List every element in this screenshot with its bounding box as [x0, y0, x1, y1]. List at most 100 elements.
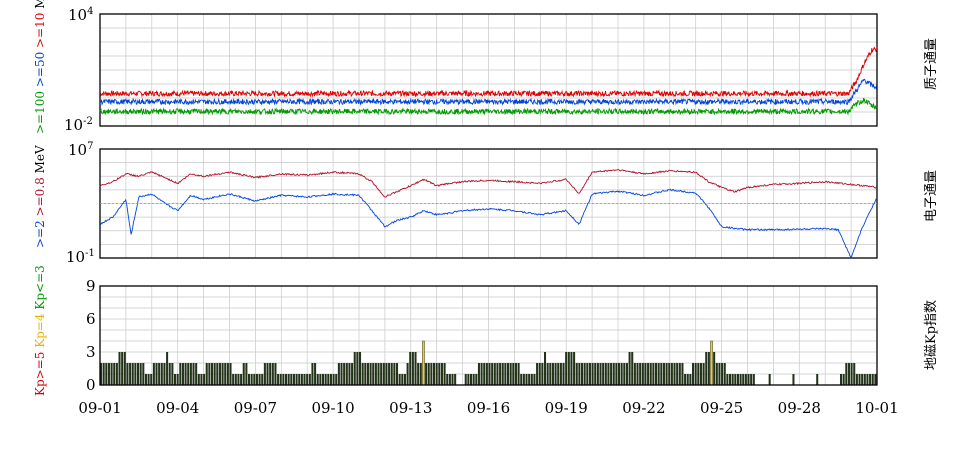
kp-bar — [401, 374, 404, 385]
kp-bar — [425, 363, 428, 385]
x-tick-label: 10-01 — [855, 399, 898, 417]
kp-bar — [203, 374, 206, 385]
kp-bar — [850, 363, 853, 385]
x-tick-label: 09-04 — [156, 399, 199, 417]
kp-bar — [451, 374, 454, 385]
kp-bar — [393, 363, 396, 385]
kp-bar — [530, 374, 533, 385]
kp-bar — [694, 363, 697, 385]
kp-bar — [403, 374, 406, 385]
kp-bar — [137, 363, 140, 385]
kp-bar — [628, 352, 631, 385]
kp-bar — [631, 352, 634, 385]
kp-bar — [544, 352, 547, 385]
kp-bar — [377, 363, 380, 385]
kp-bar — [583, 363, 586, 385]
kp-bar — [163, 363, 166, 385]
kp-bar — [644, 363, 647, 385]
kp-bar — [874, 374, 877, 385]
kp-bar — [229, 363, 232, 385]
electron-flux-series-blue — [99, 188, 877, 260]
kp-bar — [440, 363, 443, 385]
kp-bar — [522, 374, 525, 385]
kp-bar — [448, 374, 451, 385]
kp-bar — [686, 374, 689, 385]
x-tick-label: 09-22 — [622, 399, 665, 417]
kp-bar — [483, 363, 486, 385]
kp-bar — [361, 363, 364, 385]
electron-ytick-top: 107 — [68, 141, 93, 159]
kp-bar — [739, 374, 742, 385]
kp-bar — [599, 363, 602, 385]
kp-bar — [575, 363, 578, 385]
kp-bar — [155, 363, 158, 385]
kp-grid — [100, 286, 877, 385]
kp-bar — [662, 363, 665, 385]
kp-bar — [477, 363, 480, 385]
kp-bar — [488, 363, 491, 385]
kp-bar — [240, 374, 243, 385]
kp-bar — [300, 374, 303, 385]
kp-bar — [316, 374, 319, 385]
kp-bar — [374, 363, 377, 385]
kp-bar — [588, 363, 591, 385]
x-tick-labels: 09-01 09-04 09-07 09-10 09-13 09-16 09-19 09-22… — [78, 399, 898, 417]
kp-bar — [702, 363, 705, 385]
kp-bar — [480, 363, 483, 385]
kp-bar — [792, 374, 795, 385]
kp-bar — [274, 363, 277, 385]
kp-bar — [847, 363, 850, 385]
kp-bar — [565, 352, 568, 385]
proton-side-label: 质子通量 — [924, 38, 939, 90]
kp-bar — [491, 363, 494, 385]
kp-bar — [707, 352, 710, 385]
kp-bar — [285, 374, 288, 385]
kp-bar — [752, 374, 755, 385]
kp-bar — [742, 374, 745, 385]
kp-bar — [446, 374, 449, 385]
kp-bar — [168, 363, 171, 385]
kp-bar — [388, 363, 391, 385]
proton-flux-series-green — [99, 97, 878, 116]
kp-bar — [528, 374, 531, 385]
kp-bars — [100, 340, 877, 386]
kp-ytick-6: 6 — [86, 310, 96, 328]
kp-bar — [636, 363, 639, 385]
kp-bar — [253, 374, 256, 385]
kp-bar — [602, 363, 605, 385]
kp-bar — [557, 363, 560, 385]
kp-bar — [676, 363, 679, 385]
kp-bar — [744, 374, 747, 385]
kp-bar — [472, 374, 475, 385]
kp-bar — [427, 363, 430, 385]
kp-bar — [396, 363, 399, 385]
kp-bar — [641, 363, 644, 385]
kp-bar — [213, 363, 216, 385]
kp-bar — [314, 363, 317, 385]
kp-bar — [311, 363, 314, 385]
kp-bar — [409, 352, 412, 385]
kp-bar — [337, 363, 340, 385]
kp-bar — [863, 374, 866, 385]
kp-ytick-3: 3 — [86, 343, 96, 361]
kp-bar — [248, 374, 251, 385]
kp-bar — [554, 363, 557, 385]
x-tick-label: 09-16 — [467, 399, 510, 417]
kp-bar — [250, 374, 253, 385]
kp-bar — [332, 374, 335, 385]
kp-bar — [290, 374, 293, 385]
kp-bar — [723, 363, 726, 385]
kp-bar — [195, 363, 198, 385]
kp-bar — [604, 363, 607, 385]
kp-bar — [750, 374, 753, 385]
proton-ylabel: >=100 >=50 >=10 MeV — [33, 0, 47, 134]
kp-bar — [718, 363, 721, 385]
kp-bar — [271, 363, 274, 385]
kp-bar — [514, 363, 517, 385]
kp-bar — [261, 374, 264, 385]
kp-ylabel: Kp>=5 Kp=4 Kp<=3 — [33, 265, 47, 396]
kp-bar — [197, 374, 200, 385]
kp-bar — [234, 374, 237, 385]
kp-bar — [520, 374, 523, 385]
kp-bar — [366, 363, 369, 385]
